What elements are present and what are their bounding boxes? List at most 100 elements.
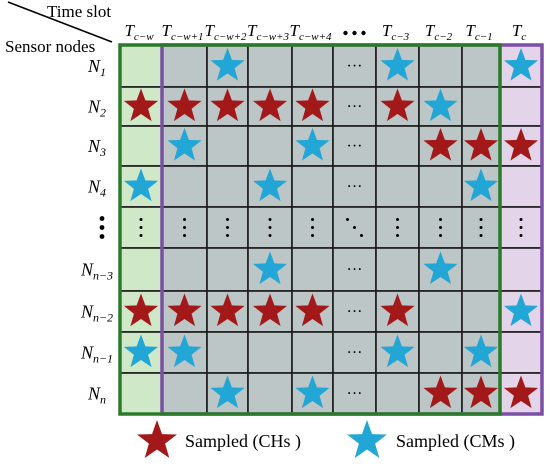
cm-star-icon [380,334,415,368]
cm-star-icon [295,375,330,409]
grid-cell [247,125,293,167]
row-header-5-sub: n−3 [93,269,113,283]
grid-cell [418,165,463,208]
vertical-ellipsis-dot [183,234,186,237]
cm-star-icon [503,293,539,327]
grid-cell [499,86,543,127]
row-header-5: Nn−3 [80,260,113,283]
row-header-2-sub: 3 [99,145,106,159]
grid-cell [499,165,543,208]
cell-ellipsis: ··· [347,345,363,362]
cm-star-icon [167,334,202,368]
cm-star-icon [295,128,330,161]
cm-star-icon [123,334,159,368]
ch-star-icon [423,128,458,161]
grid-cell [461,290,501,333]
grid-marks: ··· ··· ··· ··· ··· ··· ··· ··· [123,48,539,409]
column-header-0: Tc−w [124,21,154,43]
row-header-0-base: N [87,56,101,76]
row-header-5-base: N [80,260,94,280]
grid-cell [206,331,249,374]
row-header-0: N1 [87,56,106,79]
vertical-ellipsis-dot [519,226,523,229]
ch-star-shape [137,420,177,458]
row-header-2-base: N [87,136,101,156]
vertical-ellipsis-dot [311,234,314,237]
vertical-ellipsis-dot [311,226,314,229]
vertical-ellipsis-dot [226,226,229,229]
vertical-ellipsis-dot [479,234,483,237]
column-header-4: Tc−w+4 [289,21,332,43]
grid-cell [499,247,543,292]
ch-star-icon [123,293,159,327]
column-header-9: Tc [512,21,526,43]
grid-cell [119,372,163,415]
vertical-ellipsis-dot [519,234,523,237]
cell-ellipsis: ··· [347,138,363,155]
grid-cell [161,165,208,208]
cm-star-icon [252,168,288,202]
column-header-8: Tc−1 [465,21,492,43]
row-header-3: N4 [87,177,106,200]
vertical-ellipsis-dot [226,234,229,237]
window-borders [118,43,544,416]
column-header-2-base: T [204,21,215,40]
grid-cell [375,165,420,208]
cm-star-icon [503,48,539,81]
row-header-ellipsis-dot [99,234,105,239]
grid-cell [291,331,334,374]
grid-cell [206,247,249,292]
cm-star-icon [210,375,245,409]
grid-cell [461,86,501,127]
cm-star-icon [210,48,245,81]
cell-ellipsis: ··· [347,99,363,116]
row-header-2: N3 [87,136,106,159]
diagonal-ellipsis-dot [353,226,356,229]
diagonal-ellipsis-dot [360,234,363,237]
grid-cell [206,165,249,208]
ch-star-icon [123,88,159,122]
grid-cell [418,290,463,333]
grid-cell [119,44,163,88]
vertical-ellipsis-dot [226,218,229,221]
cm-star-icon [423,251,458,285]
column-header-7-base: T [425,21,436,40]
column-header-ellipsis-dot [343,30,348,36]
row-header-6-base: N [80,302,94,322]
sensor-nodes-label: Sensor nodes [5,37,95,56]
grid-cell [291,247,334,292]
ch-star-icon [167,88,202,122]
column-header-1-base: T [161,21,172,40]
column-header-6: Tc−3 [382,21,410,43]
row-header-1: N2 [87,97,106,120]
column-header-8-base: T [465,21,476,40]
ch-star-icon [295,293,330,327]
column-header-ellipsis-dot [352,30,357,36]
vertical-ellipsis-dot [183,218,186,221]
cm-star-icon [123,168,159,202]
ch-star-icon [423,375,458,409]
ch-star-icon [210,293,245,327]
vertical-ellipsis-dot [519,218,523,221]
grid-cell [418,331,463,374]
row-header-ellipsis-dot [99,216,105,221]
vertical-ellipsis-dot [479,218,483,221]
grid-cell [247,372,293,415]
cm-star-icon [463,168,499,202]
ch-star-icon [167,293,202,327]
column-header-6-sub: c−3 [391,31,409,43]
row-header-6: Nn−2 [80,302,113,325]
cm-star-icon [463,334,499,368]
vertical-ellipsis-dot [396,234,399,237]
cm-star-shape [347,420,387,458]
vertical-ellipsis-dot [439,234,442,237]
vertical-ellipsis-dot [268,234,272,237]
row-header-1-sub: 2 [100,106,106,120]
grid-cell [247,331,293,374]
column-header-9-base: T [512,21,523,40]
ch-star-icon [463,128,499,161]
diagonal-ellipsis-dot [346,218,349,221]
ch-star-icon [503,375,539,409]
